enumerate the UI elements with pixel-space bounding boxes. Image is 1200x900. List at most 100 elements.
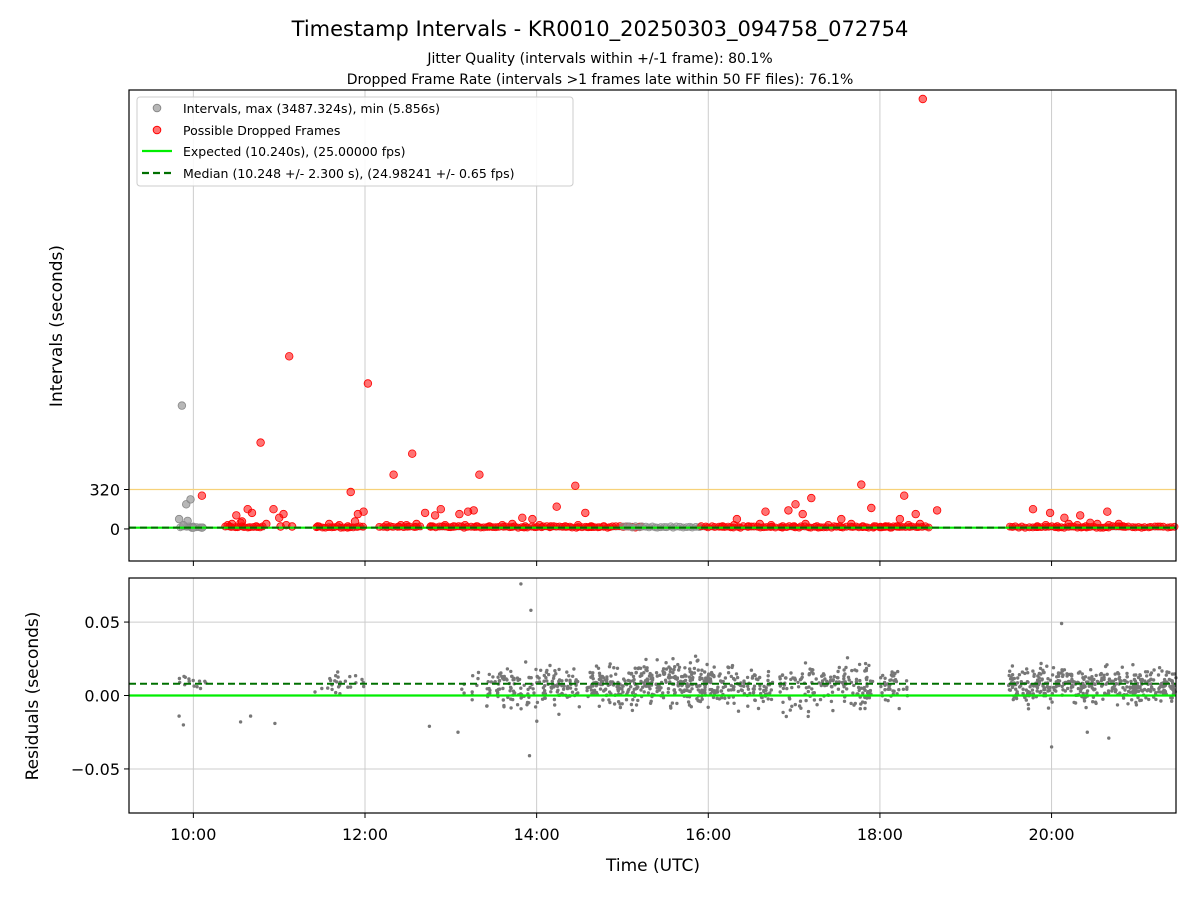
residual-point [831, 708, 835, 713]
residual-point [719, 689, 724, 693]
dropped-frame-point [469, 506, 478, 515]
residual-point [845, 656, 850, 660]
residual-point [1045, 664, 1049, 668]
residual-point [785, 686, 789, 691]
residual-point [1011, 697, 1015, 702]
residual-point [690, 672, 694, 677]
residual-point [1021, 687, 1025, 691]
residual-point [608, 700, 612, 705]
residual-point [887, 685, 891, 689]
residual-point [748, 691, 752, 696]
residual-point [549, 690, 553, 694]
dropped-frame-point [430, 511, 440, 520]
dropped-frame-point [718, 522, 727, 531]
residual-point [631, 674, 636, 679]
residual-point [1115, 703, 1120, 707]
residual-point [493, 680, 497, 684]
residual-point [1065, 674, 1069, 678]
residual-point [732, 701, 736, 705]
residual-point [841, 690, 845, 694]
dropped-frame-point [350, 517, 360, 526]
residual-point [195, 685, 199, 689]
residual-point [1169, 678, 1173, 682]
residual-point [346, 685, 350, 689]
dropped-frame-point [1060, 513, 1069, 522]
residual-point [203, 679, 207, 683]
residual-point [486, 680, 490, 684]
residual-point [544, 676, 548, 680]
residual-point [700, 668, 704, 672]
residual-point [761, 699, 765, 704]
residual-point [1154, 691, 1158, 695]
residual-point [756, 677, 760, 682]
residual-point [1085, 730, 1090, 734]
residual-point [844, 665, 848, 670]
residual-point [698, 677, 702, 682]
dropped-frame-point [426, 522, 435, 531]
residual-point [598, 677, 603, 681]
residual-point [806, 689, 810, 694]
legend-entry-intervals: Intervals, max (3487.324s), min (5.856s) [183, 101, 440, 116]
residual-point [726, 688, 731, 692]
residual-point [638, 666, 643, 670]
residual-point [1083, 675, 1088, 679]
residual-point [550, 679, 554, 683]
residual-point [707, 677, 711, 681]
dropped-frame-point [870, 522, 879, 531]
residual-point [778, 690, 782, 694]
residual-point [695, 697, 699, 701]
residual-point [690, 687, 694, 691]
residual-point [487, 672, 491, 677]
legend-entry-median: Median (10.248 +/- 2.300 s), (24.98241 +… [183, 166, 514, 181]
residual-point [535, 700, 540, 705]
residual-point [804, 698, 808, 703]
residual-point [746, 684, 750, 688]
residual-point [1164, 673, 1169, 677]
residual-point [1137, 689, 1141, 693]
residual-point [1165, 670, 1169, 674]
residual-point [1106, 691, 1111, 695]
residual-point [691, 675, 695, 680]
residual-point [644, 657, 648, 662]
residual-point [598, 687, 603, 691]
residual-point [716, 685, 720, 689]
residual-point [1125, 685, 1129, 689]
chart-subtitle-dropped: Dropped Frame Rate (intervals >1 frames … [347, 72, 854, 88]
residual-point [692, 671, 697, 675]
residual-point [1160, 681, 1164, 686]
top-x-ticks [192, 561, 1053, 566]
residual-point [509, 706, 513, 710]
residual-point [561, 687, 566, 691]
residual-point [890, 674, 895, 678]
dropped-frame-point [279, 509, 288, 519]
residual-point [1150, 686, 1154, 690]
residual-point [879, 684, 883, 689]
residual-point [629, 672, 633, 676]
residual-point [677, 665, 682, 669]
residual-point [810, 687, 814, 691]
residual-point [471, 674, 475, 678]
residual-point [677, 668, 681, 672]
top-y-tick-label: 320 [89, 480, 120, 499]
residual-point [788, 708, 792, 712]
dropped-frame-point [918, 94, 927, 104]
legend: Intervals, max (3487.324s), min (5.856s)… [136, 96, 574, 187]
residual-point [863, 706, 867, 711]
dropped-frame-point [586, 522, 596, 531]
dropped-frame-point [408, 449, 417, 458]
residual-point [781, 686, 786, 691]
bottom-y-tick-label: −0.05 [71, 760, 120, 779]
residual-point [835, 675, 839, 680]
residual-point [843, 672, 847, 676]
residual-point [499, 671, 503, 675]
dropped-frame-point [744, 522, 753, 531]
residual-point [1081, 682, 1085, 686]
dropped-frame-point [521, 522, 530, 531]
residual-point [843, 680, 847, 684]
residual-point [1118, 679, 1122, 683]
dropped-frame-point [475, 470, 484, 479]
residual-point [792, 676, 797, 681]
residual-point [698, 683, 702, 688]
residual-point [732, 688, 736, 692]
residual-point [353, 674, 358, 678]
